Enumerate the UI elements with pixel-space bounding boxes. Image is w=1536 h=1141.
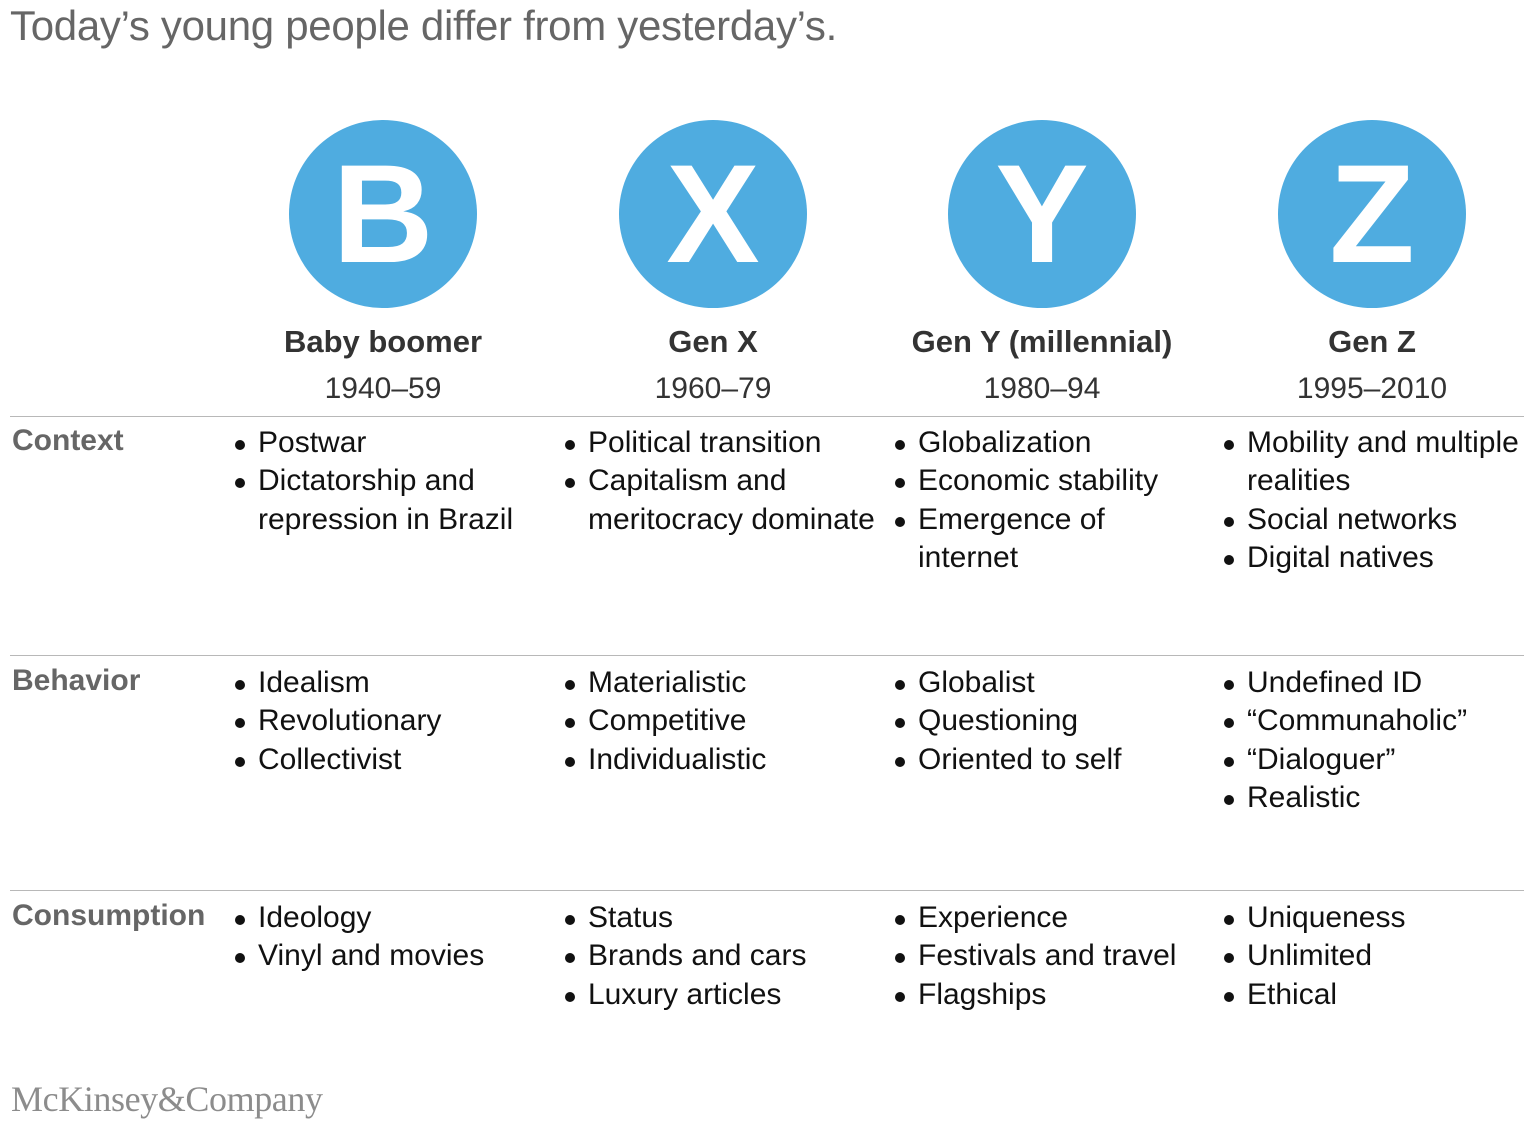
- list-item: Digital natives: [1221, 539, 1536, 577]
- list-item: Unlimited: [1221, 937, 1536, 975]
- generation-years: 1940–59: [324, 372, 442, 405]
- generation-years: 1995–2010: [1296, 372, 1448, 405]
- consumption-cell-gen-z: Uniqueness Unlimited Ethical: [1221, 899, 1536, 1014]
- list-item: Materialistic: [562, 664, 882, 702]
- generation-circle: Z: [1278, 120, 1466, 308]
- list-item: Festivals and travel: [892, 937, 1212, 975]
- list-item: Competitive: [562, 702, 882, 740]
- context-cell-baby-boomer: Postwar Dictatorship and repression in B…: [232, 424, 552, 539]
- list-item: Individualistic: [562, 741, 882, 779]
- generation-letter: Y: [995, 135, 1089, 292]
- list-item: Undefined ID: [1221, 664, 1536, 702]
- row-label-behavior: Behavior: [12, 664, 141, 697]
- context-cell-gen-x: Political transition Capitalism and meri…: [562, 424, 882, 539]
- list-item: Social networks: [1221, 501, 1536, 539]
- generation-circle: X: [619, 120, 807, 308]
- row-divider-consumption: [10, 890, 1524, 891]
- generation-years: 1960–79: [654, 372, 772, 405]
- generation-circle: Y: [948, 120, 1136, 308]
- list-item: Political transition: [562, 424, 882, 462]
- list-item: Globalization: [892, 424, 1212, 462]
- behavior-cell-gen-z: Undefined ID “Communaholic” “Dialoguer” …: [1221, 664, 1536, 817]
- consumption-cell-baby-boomer: Ideology Vinyl and movies: [232, 899, 552, 976]
- generation-header-gen-z: Z Gen Z 1995–2010: [1207, 120, 1536, 406]
- list-item: Collectivist: [232, 741, 552, 779]
- mckinsey-logo: McKinsey&Company: [11, 1079, 323, 1119]
- list-item: Emergence of internet: [892, 501, 1212, 578]
- list-item: “Dialoguer”: [1221, 741, 1536, 779]
- generation-header-gen-x: X Gen X 1960–79: [548, 120, 878, 406]
- generation-circle: B: [289, 120, 477, 308]
- row-divider-behavior: [10, 655, 1524, 656]
- generation-header-gen-y: Y Gen Y (millennial) 1980–94: [877, 120, 1207, 406]
- generation-years: 1980–94: [983, 372, 1101, 405]
- list-item: Experience: [892, 899, 1212, 937]
- generation-letter: Z: [1329, 135, 1415, 292]
- behavior-cell-gen-y: Globalist Questioning Oriented to self: [892, 664, 1212, 779]
- context-cell-gen-z: Mobility and multiple realities Social n…: [1221, 424, 1536, 577]
- list-item: Economic stability: [892, 462, 1212, 500]
- list-item: Capitalism and meritocracy dominate: [562, 462, 882, 539]
- consumption-cell-gen-y: Experience Festivals and travel Flagship…: [892, 899, 1212, 1014]
- list-item: Ideology: [232, 899, 552, 937]
- list-item: “Communaholic”: [1221, 702, 1536, 740]
- list-item: Luxury articles: [562, 976, 882, 1014]
- list-item: Status: [562, 899, 882, 937]
- behavior-cell-baby-boomer: Idealism Revolutionary Collectivist: [232, 664, 552, 779]
- generation-name: Gen Z: [1328, 324, 1416, 359]
- list-item: Flagships: [892, 976, 1212, 1014]
- list-item: Uniqueness: [1221, 899, 1536, 937]
- row-label-consumption: Consumption: [12, 899, 206, 932]
- generation-letter: X: [666, 135, 760, 292]
- generation-name: Gen Y (millennial): [911, 324, 1173, 359]
- list-item: Revolutionary: [232, 702, 552, 740]
- generation-header-baby-boomer: B Baby boomer 1940–59: [218, 120, 548, 406]
- generation-name: Gen X: [668, 324, 758, 359]
- list-item: Questioning: [892, 702, 1212, 740]
- context-cell-gen-y: Globalization Economic stability Emergen…: [892, 424, 1212, 577]
- list-item: Ethical: [1221, 976, 1536, 1014]
- list-item: Realistic: [1221, 779, 1536, 817]
- list-item: Brands and cars: [562, 937, 882, 975]
- generation-name: Baby boomer: [283, 324, 483, 359]
- generation-letter: B: [332, 135, 434, 292]
- list-item: Postwar: [232, 424, 552, 462]
- row-divider-context: [10, 416, 1524, 417]
- row-label-context: Context: [12, 424, 124, 457]
- list-item: Globalist: [892, 664, 1212, 702]
- behavior-cell-gen-x: Materialistic Competitive Individualisti…: [562, 664, 882, 779]
- page-title: Today’s young people differ from yesterd…: [10, 2, 837, 49]
- list-item: Idealism: [232, 664, 552, 702]
- consumption-cell-gen-x: Status Brands and cars Luxury articles: [562, 899, 882, 1014]
- list-item: Vinyl and movies: [232, 937, 552, 975]
- list-item: Dictatorship and repression in Brazil: [232, 462, 552, 539]
- list-item: Oriented to self: [892, 741, 1212, 779]
- list-item: Mobility and multiple realities: [1221, 424, 1536, 501]
